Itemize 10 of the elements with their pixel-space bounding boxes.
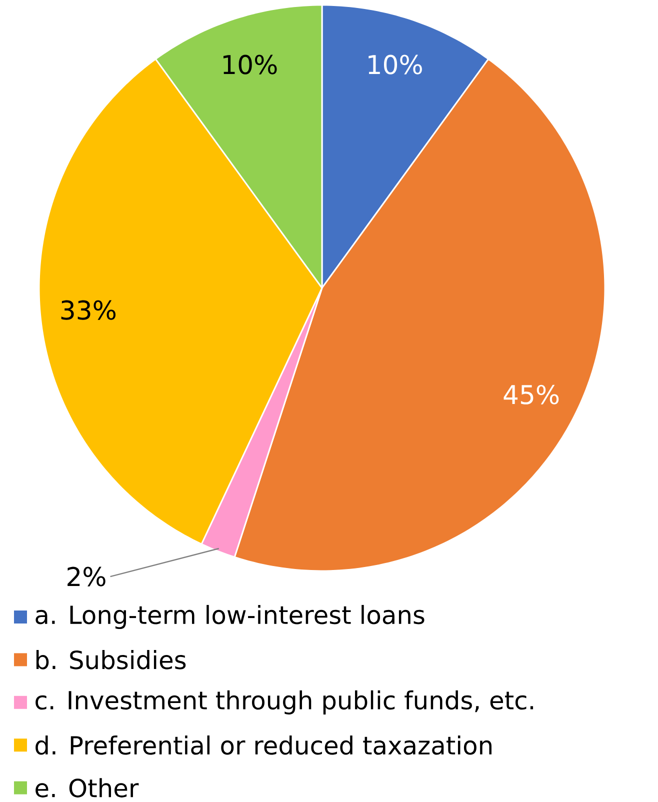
legend-label: d. Preferential or reduced taxazation	[36, 735, 492, 755]
data-label: 33%	[61, 300, 116, 320]
data-label: 2%	[68, 566, 106, 586]
legend-label: c. Investment through public funds, etc.	[36, 690, 534, 714]
legend-label: e. Other	[36, 778, 139, 798]
legend-label: a. Long-term low-interest loans	[36, 604, 424, 630]
data-label: 10%	[223, 54, 277, 74]
data-label: 10%	[368, 54, 422, 74]
data-label: 45%	[504, 384, 559, 404]
legend-label: b. Subsidies	[36, 650, 186, 670]
